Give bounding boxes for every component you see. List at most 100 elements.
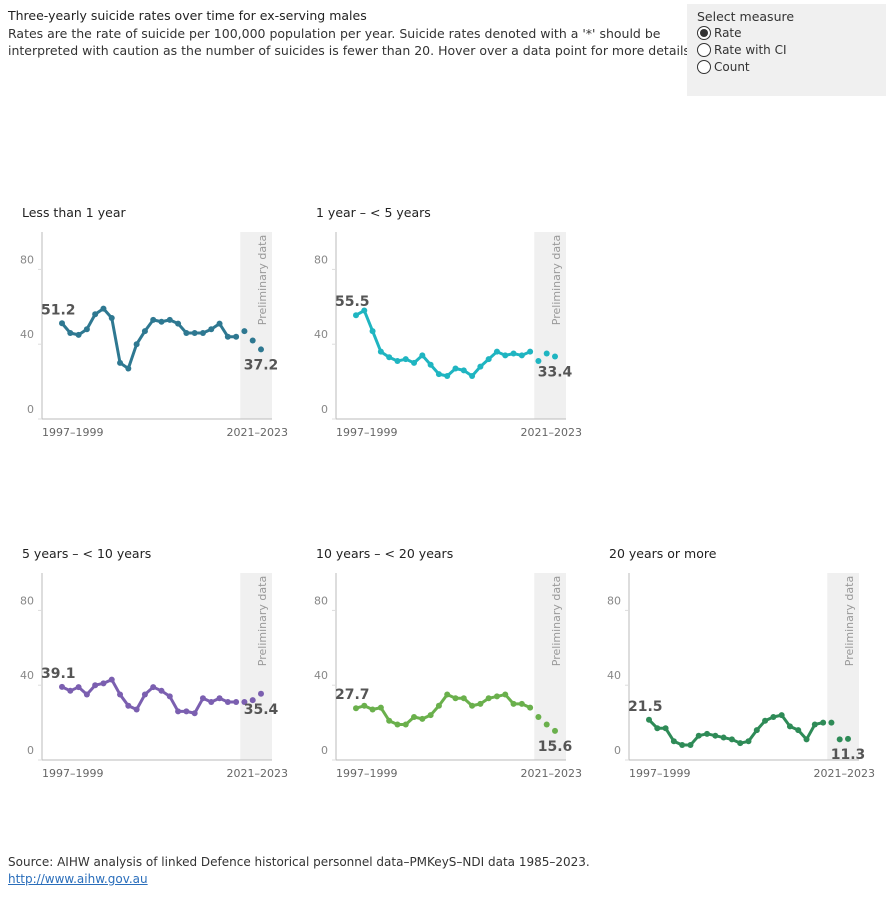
rate-point bbox=[183, 708, 190, 715]
data-label: 21.5 bbox=[628, 699, 663, 715]
rate-point bbox=[502, 352, 509, 359]
preliminary-point bbox=[836, 736, 843, 743]
rate-point bbox=[435, 702, 442, 709]
rate-point bbox=[233, 699, 240, 706]
rate-point bbox=[175, 708, 182, 715]
rate-point bbox=[191, 329, 198, 336]
x-tick-label: 1997–1999 bbox=[336, 426, 398, 439]
preliminary-point bbox=[258, 346, 264, 353]
rate-point bbox=[402, 356, 409, 363]
rate-point bbox=[117, 691, 124, 698]
y-tick-label: 40 bbox=[314, 328, 328, 341]
rate-point bbox=[75, 684, 82, 691]
data-label: 15.6 bbox=[538, 739, 573, 755]
rate-point bbox=[720, 734, 727, 741]
rate-point bbox=[427, 361, 434, 368]
radio-label[interactable]: Count bbox=[714, 60, 750, 74]
band-label: Preliminary data bbox=[550, 235, 563, 325]
x-tick-label: 2021–2023 bbox=[227, 426, 289, 439]
preliminary-point bbox=[543, 721, 550, 728]
rate-point bbox=[394, 358, 401, 365]
y-tick-label: 40 bbox=[20, 328, 34, 341]
selector-label: Select measure bbox=[697, 9, 795, 24]
rate-point bbox=[485, 695, 492, 702]
rate-point bbox=[795, 727, 802, 734]
x-tick-label: 2021–2023 bbox=[814, 767, 876, 780]
source: Source: AIHW analysis of linked Defence … bbox=[8, 855, 590, 869]
rate-point bbox=[361, 702, 368, 709]
rate-point bbox=[377, 348, 384, 355]
rate-point bbox=[175, 320, 182, 327]
rate-point bbox=[158, 318, 165, 325]
rate-point bbox=[100, 680, 107, 687]
rate-point bbox=[493, 693, 500, 700]
rate-point bbox=[518, 352, 525, 359]
rate-point bbox=[670, 738, 677, 745]
radio-option[interactable]: Count bbox=[697, 60, 750, 74]
rate-point bbox=[737, 740, 744, 747]
y-tick-label: 80 bbox=[314, 253, 328, 266]
data-label: 27.7 bbox=[335, 687, 370, 703]
radio-button[interactable] bbox=[697, 60, 711, 74]
rate-line bbox=[61, 678, 237, 715]
rate-point bbox=[695, 732, 702, 739]
rate-point bbox=[166, 316, 173, 323]
band-label: Preliminary data bbox=[550, 576, 563, 666]
y-tick-label: 80 bbox=[314, 594, 328, 607]
rate-point bbox=[510, 700, 517, 707]
rate-point bbox=[208, 326, 215, 333]
rate-point bbox=[199, 695, 206, 702]
radio-option[interactable]: Rate with CI bbox=[697, 43, 787, 57]
chart-title: 20 years or more bbox=[609, 546, 717, 561]
rate-point bbox=[67, 329, 74, 336]
x-tick-label: 1997–1999 bbox=[336, 767, 398, 780]
rate-point bbox=[502, 691, 509, 698]
y-tick-label: 0 bbox=[321, 744, 328, 757]
data-label: 55.5 bbox=[335, 294, 370, 310]
chart-title: Less than 1 year bbox=[22, 205, 126, 220]
rate-point bbox=[687, 742, 694, 749]
rate-point bbox=[469, 702, 476, 709]
rate-point bbox=[83, 326, 90, 333]
data-label: 51.2 bbox=[41, 302, 76, 318]
radio-label[interactable]: Rate with CI bbox=[714, 43, 787, 57]
rate-point bbox=[452, 365, 459, 372]
rate-point bbox=[820, 719, 827, 726]
rate-point bbox=[646, 716, 652, 723]
rate-point bbox=[108, 315, 115, 322]
rate-point bbox=[224, 699, 231, 706]
radio-option[interactable]: Rate bbox=[697, 26, 742, 40]
x-tick-label: 1997–1999 bbox=[629, 767, 691, 780]
rate-point bbox=[141, 691, 148, 698]
rate-point bbox=[59, 320, 65, 327]
preliminary-point bbox=[552, 727, 558, 734]
rate-point bbox=[460, 695, 467, 702]
radio-label[interactable]: Rate bbox=[714, 26, 742, 40]
rate-point bbox=[386, 354, 393, 361]
rate-point bbox=[485, 356, 492, 363]
radio-button[interactable] bbox=[697, 26, 711, 40]
rate-point bbox=[59, 683, 65, 690]
rate-point bbox=[427, 712, 434, 719]
rate-point bbox=[778, 712, 785, 719]
rate-point bbox=[527, 348, 534, 355]
preliminary-point bbox=[535, 713, 542, 720]
preliminary-point bbox=[249, 337, 256, 344]
rate-point bbox=[353, 705, 359, 712]
rate-line bbox=[355, 693, 531, 726]
chart-title: 10 years – < 20 years bbox=[316, 546, 453, 561]
rate-point bbox=[141, 328, 148, 335]
source-link[interactable]: http://www.aihw.gov.au bbox=[8, 872, 148, 886]
preliminary-point bbox=[552, 353, 558, 360]
rate-point bbox=[150, 684, 157, 691]
radio-button[interactable] bbox=[697, 43, 711, 57]
rate-point bbox=[386, 717, 393, 724]
rate-point bbox=[150, 316, 157, 323]
rate-point bbox=[518, 700, 525, 707]
title: Three-yearly suicide rates over time for… bbox=[8, 8, 367, 23]
x-tick-label: 1997–1999 bbox=[42, 426, 104, 439]
rate-point bbox=[493, 348, 500, 355]
rate-point bbox=[510, 350, 517, 357]
data-label: 11.3 bbox=[831, 747, 866, 763]
